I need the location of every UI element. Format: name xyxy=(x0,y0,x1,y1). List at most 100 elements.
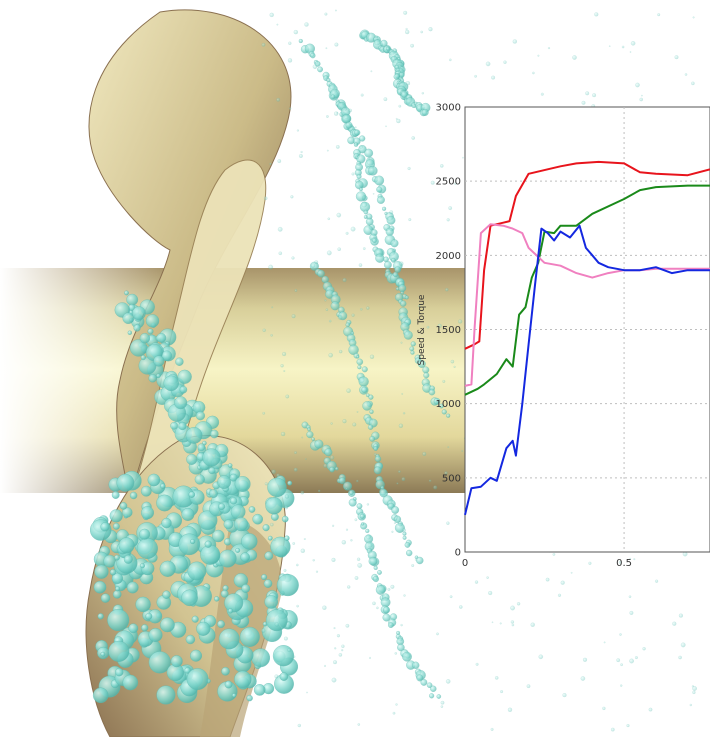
bubble-icon xyxy=(360,522,365,526)
bubble-icon xyxy=(336,634,340,638)
bubble-icon xyxy=(309,261,319,271)
bubble-icon xyxy=(140,485,152,497)
bubble-icon xyxy=(400,341,403,344)
bubble-icon xyxy=(291,256,295,260)
bubble-icon xyxy=(277,159,282,164)
bubble-icon xyxy=(494,676,499,680)
bubble-icon xyxy=(410,341,416,347)
bubble-icon xyxy=(94,564,109,579)
bubble-icon xyxy=(356,479,359,483)
bubble-icon xyxy=(280,364,284,368)
bubble-icon xyxy=(234,516,249,532)
y-tick-label: 1500 xyxy=(436,325,461,336)
bubble-icon xyxy=(145,612,153,620)
bubble-icon xyxy=(111,572,124,585)
bubble-icon xyxy=(323,463,328,468)
bubble-icon xyxy=(386,215,396,225)
bubble-icon xyxy=(357,365,362,370)
bubble-icon xyxy=(190,538,196,545)
bubble-icon xyxy=(387,587,391,591)
bubble-icon xyxy=(446,413,451,418)
bubble-icon xyxy=(324,12,328,16)
bubble-icon xyxy=(284,505,289,510)
bubble-icon xyxy=(267,477,287,498)
bubble-icon xyxy=(692,686,697,691)
bubble-icon xyxy=(156,494,174,512)
bubble-icon xyxy=(570,571,573,574)
bubble-icon xyxy=(220,589,229,598)
bubble-icon xyxy=(315,570,319,573)
bubble-icon xyxy=(562,692,567,698)
bubble-icon xyxy=(204,540,212,548)
bubble-icon xyxy=(300,548,305,553)
bubble-icon xyxy=(239,626,260,647)
bubble-icon xyxy=(458,319,463,324)
bubble-icon xyxy=(393,522,396,525)
bubble-icon xyxy=(264,595,279,609)
bubble-icon xyxy=(373,446,379,451)
bubble-icon xyxy=(356,355,360,359)
bubble-icon xyxy=(511,623,515,627)
bubble-icon xyxy=(376,606,379,610)
bubble-icon xyxy=(633,558,636,561)
bubble-icon xyxy=(368,556,378,566)
bubble-icon xyxy=(454,182,457,185)
bubble-icon xyxy=(439,164,444,168)
bubble-icon xyxy=(350,539,353,542)
bubble-icon xyxy=(122,312,135,325)
bubble-icon xyxy=(403,10,408,15)
bubble-icon xyxy=(337,315,343,320)
bubble-icon xyxy=(186,668,209,690)
bubble-cloud-icon xyxy=(89,9,702,732)
bubble-icon xyxy=(314,439,324,449)
bubble-icon xyxy=(284,494,290,499)
bubble-icon xyxy=(135,596,151,613)
bubble-icon xyxy=(372,601,376,606)
bubble-icon xyxy=(303,538,306,541)
bubble-icon xyxy=(490,727,494,731)
bubble-icon xyxy=(392,271,399,278)
bubble-icon xyxy=(100,593,111,603)
bubble-icon xyxy=(438,403,444,409)
bubble-icon xyxy=(345,528,349,531)
bubble-icon xyxy=(366,306,370,310)
bubble-icon xyxy=(114,554,120,561)
bubble-icon xyxy=(330,422,333,425)
bubble-icon xyxy=(398,104,402,108)
bubble-icon xyxy=(375,253,385,263)
bubble-icon xyxy=(390,257,396,263)
bubble-icon xyxy=(296,604,299,608)
bubble-icon xyxy=(283,636,288,641)
bubble-icon xyxy=(390,239,399,248)
bubble-icon xyxy=(507,707,513,712)
bubble-icon xyxy=(402,531,407,536)
bubble-icon xyxy=(485,61,491,67)
bubble-icon xyxy=(264,551,274,561)
bubble-icon xyxy=(285,394,290,399)
bubble-icon xyxy=(139,528,151,540)
bubble-icon xyxy=(552,553,556,556)
bubble-icon xyxy=(635,82,640,88)
bubble-icon xyxy=(526,684,531,689)
bubble-icon xyxy=(629,610,634,615)
bubble-icon xyxy=(433,397,441,405)
bubble-icon xyxy=(393,515,402,523)
bubble-icon xyxy=(194,474,205,485)
bubble-icon xyxy=(170,655,183,668)
speed-torque-chart: 0 500 1000 1500 2000 2500 3000 0 0.5 Speed & Tor… xyxy=(417,103,710,569)
bubble-icon xyxy=(418,304,421,308)
bubble-icon xyxy=(322,605,327,610)
bubble-icon xyxy=(196,621,211,636)
bubble-icon xyxy=(148,628,163,643)
bubble-icon xyxy=(345,623,350,628)
bubble-icon xyxy=(352,422,357,427)
bubble-icon xyxy=(626,723,630,728)
bubble-icon xyxy=(361,366,368,373)
bubble-icon xyxy=(305,458,307,460)
bubble-icon xyxy=(279,672,289,681)
bubble-icon xyxy=(209,429,219,439)
bubble-icon xyxy=(395,67,400,73)
bubble-icon xyxy=(446,218,450,222)
bubble-icon xyxy=(404,542,411,548)
y-tick-label: 500 xyxy=(442,473,461,484)
